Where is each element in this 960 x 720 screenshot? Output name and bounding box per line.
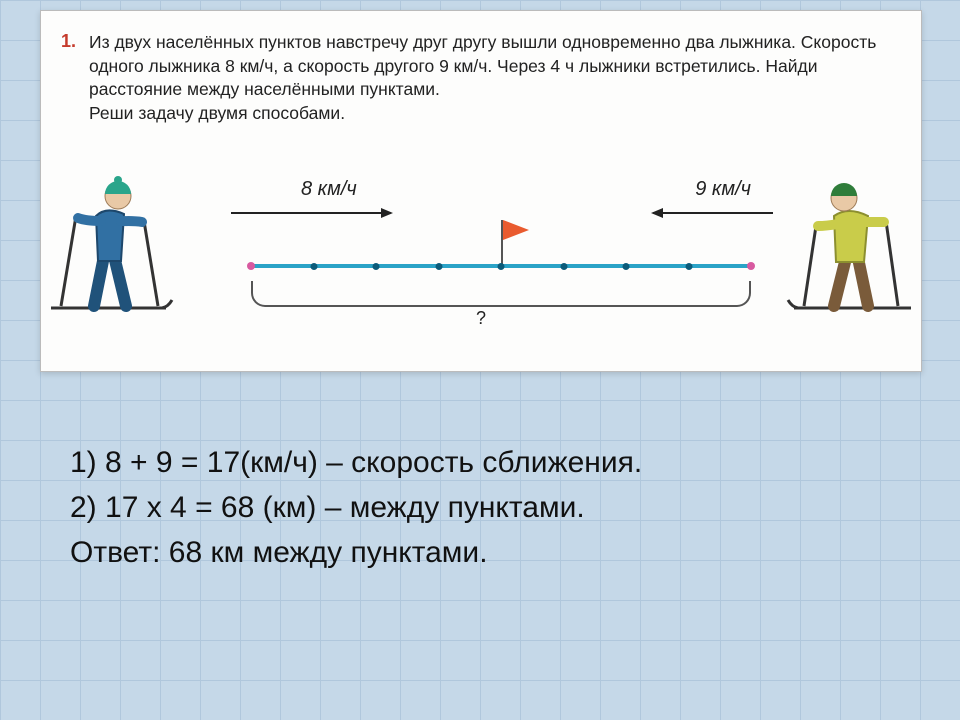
arrow-left-icon — [231, 212, 391, 214]
diagram: 8 км/ч 9 км/ч ? — [41, 166, 921, 346]
problem-card: 1. Из двух населённых пунктов навстречу … — [40, 10, 922, 372]
track-dot — [498, 263, 505, 270]
flag-icon — [501, 220, 503, 264]
track-endpoint — [747, 262, 755, 270]
question-mark: ? — [476, 308, 486, 329]
track-dot — [685, 263, 692, 270]
track-dot — [310, 263, 317, 270]
track-dot — [373, 263, 380, 270]
speed-left-label: 8 км/ч — [301, 178, 357, 201]
problem-number: 1. — [61, 31, 76, 52]
track-dot — [560, 263, 567, 270]
skier-left-icon — [46, 166, 186, 316]
speed-right-label: 9 км/ч — [695, 178, 751, 201]
arrow-right-icon — [653, 212, 773, 214]
solution-line: 1) 8 + 9 = 17(км/ч) – скорость сближения… — [70, 440, 642, 485]
track-dot — [435, 263, 442, 270]
skier-right-icon — [776, 166, 916, 316]
track-line — [251, 264, 751, 268]
track-endpoint — [247, 262, 255, 270]
distance-brace — [251, 281, 751, 307]
solution-line: 2) 17 х 4 = 68 (км) – между пунктами. — [70, 485, 642, 530]
solution-answer: Ответ: 68 км между пунктами. — [70, 530, 642, 575]
problem-text: Из двух населённых пунктов навстречу дру… — [89, 31, 911, 126]
track-dot — [623, 263, 630, 270]
solution-block: 1) 8 + 9 = 17(км/ч) – скорость сближения… — [70, 440, 642, 575]
